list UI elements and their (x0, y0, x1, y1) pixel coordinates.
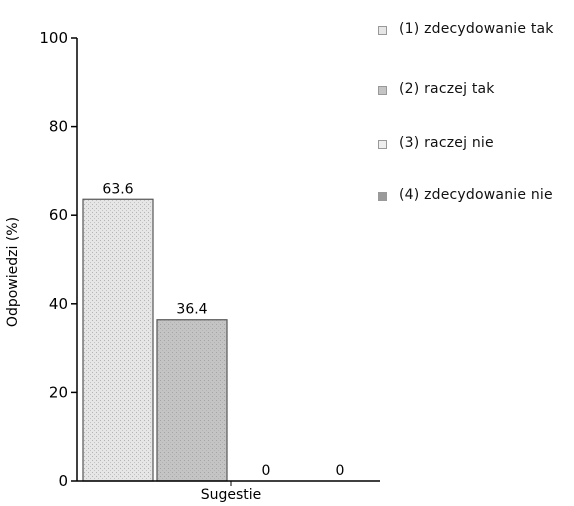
legend-label-4: (4) zdecydowanie nie (399, 187, 553, 203)
legend-swatch-1 (378, 26, 387, 35)
legend-swatch-4 (378, 192, 387, 201)
y-tick-label: 60 (49, 206, 68, 224)
legend-swatch-3 (378, 140, 387, 149)
legend-label-2: (2) raczej tak (399, 81, 495, 97)
bar-texture-2 (158, 320, 226, 480)
bar-texture-1 (84, 200, 152, 480)
y-tick-label: 100 (39, 29, 68, 47)
y-tick-label: 20 (49, 383, 68, 401)
y-tick-label: 40 (49, 295, 68, 313)
legend-label-1: (1) zdecydowanie tak (399, 21, 554, 37)
bar-value-label-4: 0 (336, 463, 345, 479)
x-axis-label: Sugestie (201, 487, 262, 503)
legend-item-1: (1) zdecydowanie tak (378, 21, 569, 37)
legend-label-3: (3) raczej nie (399, 135, 494, 151)
legend-swatch-2 (378, 86, 387, 95)
y-axis-label: Odpowiedzi (%) (5, 217, 21, 327)
bar-value-label-1: 63.6 (102, 181, 133, 197)
bar-value-label-2: 36.4 (176, 302, 207, 318)
y-tick-label: 0 (58, 472, 68, 490)
legend-item-4: (4) zdecydowanie nie (378, 187, 569, 203)
bar-value-label-3: 0 (262, 463, 271, 479)
legend-item-3: (3) raczej nie (378, 135, 569, 151)
y-tick-label: 80 (49, 118, 68, 136)
legend-item-2: (2) raczej tak (378, 81, 569, 97)
